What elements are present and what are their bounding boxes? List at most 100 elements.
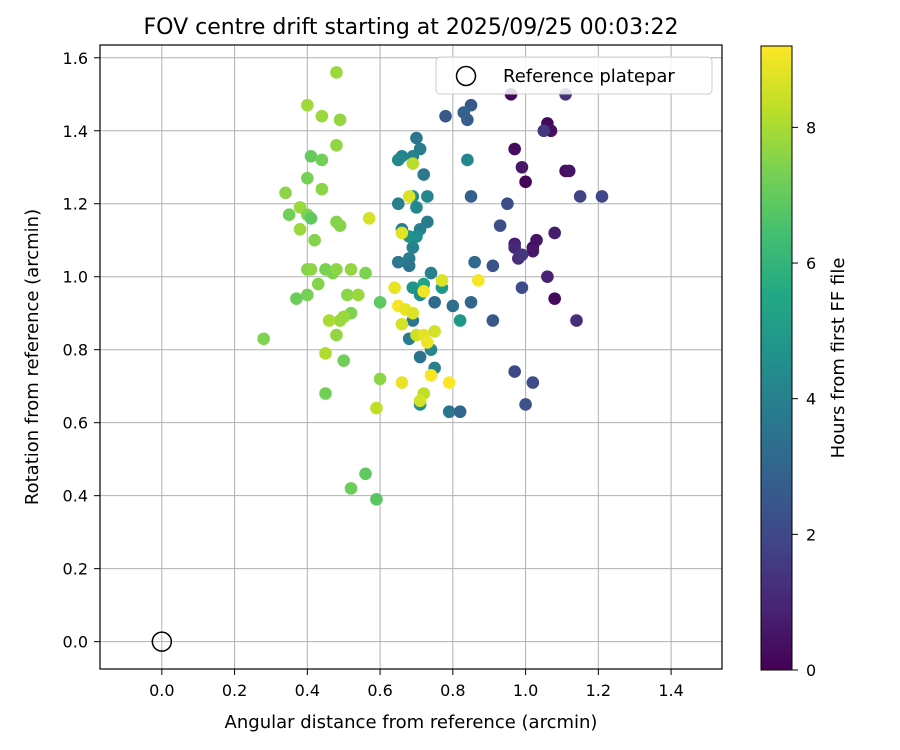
- y-tick-label: 0.0: [63, 633, 88, 652]
- colorbar-tick-label: 2: [806, 525, 816, 544]
- x-tick-label: 1.2: [586, 681, 611, 700]
- scatter-points: [257, 66, 609, 506]
- scatter-point: [362, 212, 376, 225]
- colorbar-tick-label: 4: [806, 390, 816, 409]
- scatter-point: [515, 281, 529, 294]
- scatter-point: [406, 241, 420, 254]
- scatter-point: [388, 281, 401, 294]
- x-tick-label: 0.4: [295, 681, 320, 700]
- scatter-point: [410, 131, 423, 145]
- scatter-point: [319, 387, 332, 400]
- scatter-point: [413, 350, 427, 364]
- scatter-point: [301, 98, 314, 112]
- scatter-point: [344, 263, 358, 276]
- scatter-point: [508, 365, 521, 378]
- y-tick-label: 1.0: [63, 268, 88, 287]
- scatter-point: [464, 190, 478, 203]
- scatter-point: [508, 142, 521, 156]
- colorbar-label: Hours from first FF file: [828, 258, 849, 459]
- scatter-point: [391, 197, 405, 211]
- scatter-point: [413, 394, 427, 408]
- scatter-point: [410, 201, 423, 214]
- colorbar-tick-label: 6: [806, 254, 816, 273]
- reference-platepar-marker: [151, 631, 173, 652]
- chart-title: FOV centre drift starting at 2025/09/25 …: [144, 15, 679, 40]
- scatter-point: [330, 66, 343, 79]
- scatter-point: [526, 376, 540, 389]
- scatter-point: [337, 354, 351, 367]
- scatter-point: [562, 164, 576, 178]
- scatter-point: [330, 263, 343, 276]
- scatter-point: [370, 401, 383, 415]
- scatter-point: [304, 149, 318, 163]
- x-tick-label: 0.2: [222, 681, 247, 700]
- scatter-point: [395, 376, 409, 389]
- scatter-point: [304, 263, 318, 276]
- scatter-point: [548, 226, 561, 240]
- scatter-point: [402, 259, 416, 273]
- y-tick-label: 1.6: [63, 49, 88, 68]
- y-tick-label: 0.4: [63, 487, 88, 506]
- colorbar-gradient: [760, 45, 793, 671]
- scatter-point: [373, 372, 387, 386]
- scatter-point: [319, 347, 332, 360]
- scatter-point: [421, 336, 434, 349]
- scatter-point: [570, 314, 583, 327]
- plot-frame: [99, 44, 723, 670]
- scatter-point: [301, 171, 314, 185]
- scatter-point: [282, 208, 296, 221]
- legend-label: Reference platepar: [503, 66, 675, 87]
- scatter-point: [493, 219, 507, 232]
- scatter-point: [595, 190, 609, 203]
- scatter-point: [439, 109, 452, 123]
- y-tick-label: 1.2: [63, 195, 88, 214]
- scatter-point: [453, 314, 467, 327]
- scatter-point: [293, 222, 307, 236]
- scatter-point: [315, 182, 329, 196]
- x-axis-label: Angular distance from reference (arcmin): [225, 712, 598, 733]
- scatter-point: [464, 295, 478, 309]
- scatter-point: [301, 288, 314, 302]
- colorbar-tick-label: 8: [806, 118, 816, 137]
- scatter-point: [457, 106, 471, 119]
- x-axis-ticks: 0.0 0.2 0.4 0.6 0.8 1.0 1.2 1.4: [149, 669, 684, 700]
- scatter-point: [417, 168, 431, 181]
- scatter-point: [486, 314, 500, 327]
- colorbar-ticks: 0 2 4 6 8: [792, 118, 816, 680]
- scatter-point: [391, 153, 405, 167]
- scatter-point: [257, 332, 270, 346]
- scatter-point: [442, 376, 456, 389]
- scatter-point: [359, 266, 372, 280]
- scatter-point: [541, 270, 554, 284]
- y-tick-label: 0.2: [63, 560, 88, 579]
- scatter-point: [391, 255, 405, 269]
- reference-marker: [151, 631, 173, 652]
- scatter-point: [468, 255, 481, 269]
- scatter-point: [315, 153, 329, 167]
- x-tick-label: 1.4: [658, 681, 683, 700]
- scatter-point: [333, 113, 347, 127]
- scatter-point: [395, 317, 409, 331]
- scatter-point: [359, 467, 372, 481]
- scatter-point: [311, 277, 325, 291]
- scatter-point: [279, 186, 292, 200]
- scatter-point: [370, 493, 383, 506]
- y-tick-label: 1.4: [63, 122, 88, 141]
- scatter-point: [428, 325, 441, 338]
- scatter-point: [428, 295, 441, 309]
- scatter-point: [290, 292, 303, 305]
- grid-lines: [100, 45, 722, 669]
- scatter-point: [351, 288, 365, 302]
- scatter-point: [304, 212, 318, 225]
- scatter-point: [461, 153, 474, 167]
- colorbar: 0 2 4 6 8 Hours from first FF file: [760, 45, 849, 680]
- scatter-point: [573, 190, 587, 203]
- scatter-point: [315, 109, 329, 123]
- legend: Reference platepar: [435, 56, 713, 95]
- scatter-point: [515, 160, 529, 174]
- scatter-point: [308, 233, 321, 247]
- scatter-point: [519, 398, 532, 411]
- scatter-point: [471, 274, 485, 287]
- scatter-point: [519, 175, 532, 189]
